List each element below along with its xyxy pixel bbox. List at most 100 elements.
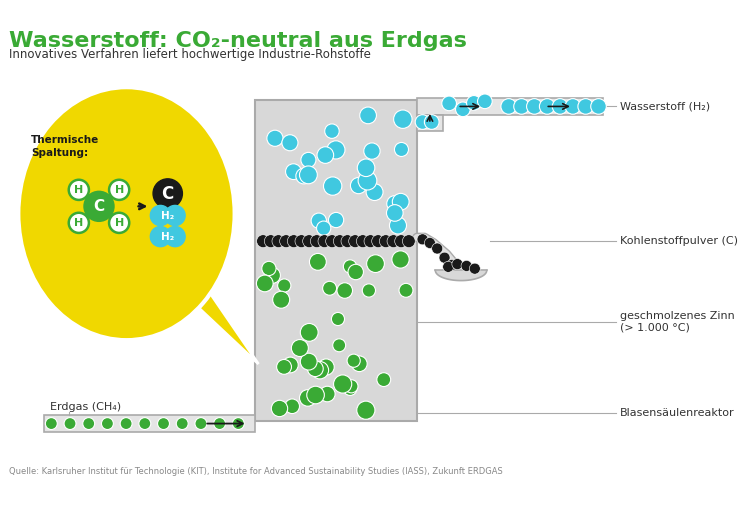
- Text: Kohlenstoffpulver (C): Kohlenstoffpulver (C): [620, 236, 738, 246]
- Circle shape: [333, 375, 351, 393]
- Circle shape: [392, 251, 409, 268]
- Circle shape: [280, 235, 292, 247]
- Text: Thermische
Spaltung:: Thermische Spaltung:: [31, 135, 99, 157]
- Circle shape: [337, 283, 353, 298]
- Text: H: H: [74, 185, 84, 195]
- Circle shape: [310, 253, 326, 270]
- Circle shape: [432, 243, 442, 254]
- Circle shape: [394, 110, 412, 129]
- Circle shape: [283, 357, 298, 373]
- Ellipse shape: [19, 87, 235, 340]
- Circle shape: [357, 401, 375, 419]
- Polygon shape: [186, 258, 258, 364]
- Text: Blasensäulenreaktor: Blasensäulenreaktor: [620, 408, 734, 419]
- Circle shape: [331, 312, 345, 326]
- Circle shape: [286, 164, 301, 179]
- Circle shape: [257, 275, 273, 292]
- Circle shape: [552, 99, 568, 114]
- Circle shape: [287, 235, 300, 247]
- Bar: [44, 416, 255, 432]
- Circle shape: [392, 194, 409, 210]
- Circle shape: [295, 235, 308, 247]
- Circle shape: [351, 356, 367, 372]
- Circle shape: [360, 107, 377, 124]
- Text: Quelle: Karlsruher Institut für Technologie (KIT), Institute for Advanced Sustai: Quelle: Karlsruher Institut für Technolo…: [9, 467, 503, 476]
- Circle shape: [282, 135, 298, 151]
- Circle shape: [386, 196, 403, 212]
- Circle shape: [348, 235, 362, 247]
- Circle shape: [377, 373, 391, 387]
- Circle shape: [303, 235, 316, 247]
- Circle shape: [357, 159, 374, 177]
- Circle shape: [232, 418, 244, 430]
- Circle shape: [578, 99, 594, 114]
- Circle shape: [389, 217, 407, 234]
- Circle shape: [358, 171, 377, 190]
- Circle shape: [461, 261, 472, 271]
- Circle shape: [424, 115, 439, 130]
- Circle shape: [366, 183, 383, 201]
- Circle shape: [299, 390, 316, 406]
- Circle shape: [466, 96, 481, 110]
- Circle shape: [195, 418, 207, 430]
- Circle shape: [318, 359, 334, 375]
- Circle shape: [343, 260, 357, 273]
- Circle shape: [501, 99, 516, 114]
- Circle shape: [527, 99, 542, 114]
- Circle shape: [514, 99, 530, 114]
- Bar: [417, 98, 603, 115]
- Circle shape: [264, 267, 280, 283]
- Circle shape: [325, 124, 339, 138]
- Text: geschmolzenes Zinn
(> 1.000 °C): geschmolzenes Zinn (> 1.000 °C): [620, 311, 734, 333]
- Circle shape: [347, 354, 360, 367]
- Circle shape: [157, 418, 169, 430]
- Circle shape: [387, 235, 400, 247]
- Circle shape: [395, 235, 407, 247]
- Circle shape: [416, 115, 430, 130]
- Circle shape: [399, 283, 413, 297]
- Circle shape: [83, 418, 95, 430]
- Circle shape: [150, 227, 171, 247]
- Text: H₂: H₂: [161, 210, 175, 220]
- Circle shape: [317, 147, 333, 164]
- Circle shape: [318, 235, 330, 247]
- Circle shape: [452, 259, 463, 270]
- Circle shape: [539, 99, 555, 114]
- Circle shape: [364, 143, 380, 159]
- Circle shape: [301, 324, 318, 341]
- Circle shape: [341, 235, 354, 247]
- Circle shape: [351, 177, 367, 194]
- Circle shape: [272, 400, 288, 417]
- Circle shape: [469, 263, 480, 274]
- Circle shape: [442, 96, 457, 111]
- Circle shape: [84, 192, 113, 221]
- Circle shape: [333, 235, 346, 247]
- Text: Wasserstoff (H₂): Wasserstoff (H₂): [620, 102, 709, 111]
- Bar: [417, 115, 442, 131]
- Polygon shape: [436, 270, 486, 280]
- Circle shape: [69, 180, 89, 200]
- Circle shape: [326, 235, 339, 247]
- Circle shape: [272, 235, 285, 247]
- Circle shape: [311, 213, 327, 229]
- Circle shape: [267, 130, 283, 146]
- Circle shape: [372, 235, 384, 247]
- Circle shape: [343, 382, 357, 395]
- Circle shape: [109, 213, 129, 233]
- Text: Wasserstoff: CO₂-neutral aus Erdgas: Wasserstoff: CO₂-neutral aus Erdgas: [9, 31, 467, 51]
- Circle shape: [345, 379, 358, 393]
- Circle shape: [213, 418, 225, 430]
- Text: Innovatives Verfahren liefert hochwertige Industrie-Rohstoffe: Innovatives Verfahren liefert hochwertig…: [9, 48, 371, 61]
- Circle shape: [591, 99, 606, 114]
- Circle shape: [322, 281, 336, 295]
- Circle shape: [273, 291, 289, 308]
- Circle shape: [120, 418, 132, 430]
- Circle shape: [319, 386, 335, 402]
- Circle shape: [380, 235, 392, 247]
- Circle shape: [307, 386, 325, 404]
- Circle shape: [257, 235, 269, 247]
- Circle shape: [69, 213, 89, 233]
- Circle shape: [176, 418, 188, 430]
- Circle shape: [262, 261, 276, 275]
- Circle shape: [296, 168, 312, 184]
